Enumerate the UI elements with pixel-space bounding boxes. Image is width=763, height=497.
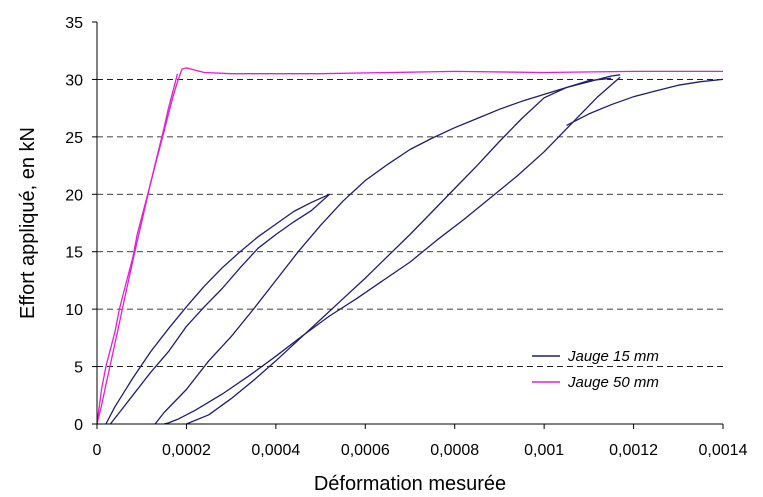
legend-label-jauge-15: Jauge 15 mm	[567, 348, 659, 365]
series-0-segment-2	[154, 74, 621, 425]
x-axis-title: Déformation mesurée	[314, 473, 506, 495]
axes	[92, 21, 724, 429]
x-tick-label-5: 0,001	[524, 442, 564, 459]
x-tick-label-0: 0	[93, 442, 102, 459]
legend: Jauge 15 mm Jauge 50 mm	[532, 348, 659, 391]
series-0-segment-1	[109, 193, 330, 425]
x-tick-label-4: 0,0008	[430, 442, 479, 459]
x-tick-label-6: 0,0012	[609, 442, 658, 459]
series-1-segment-1	[96, 73, 179, 425]
series-0-segment-3	[163, 76, 621, 425]
x-tick-label-7: 0,0014	[699, 442, 748, 459]
x-tick-label-1: 0,0002	[162, 442, 211, 459]
plot-area	[97, 22, 723, 424]
y-tick-label-5: 25	[65, 130, 83, 147]
x-tick-label-2: 0,0004	[251, 442, 300, 459]
series-0-segment-0	[105, 193, 330, 425]
y-tick-label-0: 0	[74, 417, 83, 434]
series-0-segment-4	[186, 77, 612, 425]
y-tick-label-7: 35	[65, 15, 83, 32]
y-tick-label-4: 20	[65, 187, 83, 204]
y-axis-title: Effort appliqué, en kN	[17, 127, 39, 319]
series-layer	[96, 67, 724, 425]
series-0-segment-5	[566, 78, 724, 126]
y-tick-label-6: 30	[65, 72, 83, 89]
y-tick-label-3: 15	[65, 245, 83, 262]
x-tick-label-3: 0,0006	[341, 442, 390, 459]
y-tick-label-2: 10	[65, 302, 83, 319]
tick-labels: 0 5 10 15 20 25 30 35 0 0,0002 0,0004 0,0006 0,0008 0…	[65, 15, 747, 459]
legend-label-jauge-50: Jauge 50 mm	[567, 374, 659, 391]
y-tick-label-1: 5	[74, 360, 83, 377]
